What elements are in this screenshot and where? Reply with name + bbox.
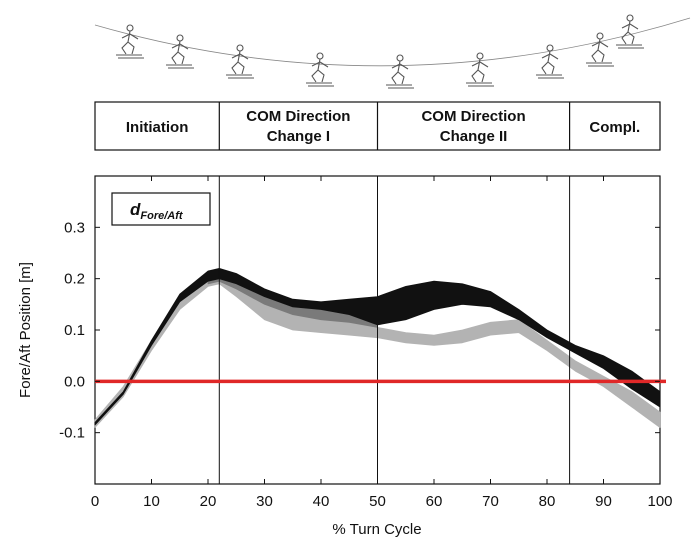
y-tick-label: 0.1 [64, 322, 85, 339]
y-tick-label: -0.1 [59, 425, 85, 442]
plot-area: 0 10 20 30 40 50 60 70 80 90 100 -0.10.00.10.20.3 … [17, 175, 673, 538]
annotation-label: dFore/Aft [130, 200, 184, 222]
x-axis-label: % Turn Cycle [332, 521, 421, 538]
annotation-box [111, 192, 211, 226]
skier-figure-1 [116, 24, 144, 59]
phase-label-1-line-1: Initiation [126, 119, 189, 136]
x-axis-ticks: 0 10 20 30 40 50 60 70 80 90 100 [91, 176, 673, 510]
x-tick-label: 10 [143, 493, 160, 510]
annotation-main: d [130, 200, 141, 219]
x-tick-label: 80 [539, 493, 556, 510]
x-tick-label: 50 [369, 493, 386, 510]
skier-figure-6 [466, 52, 494, 87]
y-tick-label: 0.2 [64, 271, 85, 288]
x-tick-label: 90 [595, 493, 612, 510]
y-tick-label: 0.3 [64, 219, 85, 236]
phase-label-4-line-1: Compl. [589, 119, 640, 136]
x-tick-label: 70 [482, 493, 499, 510]
skier-figure-3 [226, 44, 254, 79]
x-tick-label: 40 [313, 493, 330, 510]
phase-label-2-line-2: Change I [267, 128, 330, 145]
x-tick-label: 30 [256, 493, 273, 510]
skier-figure-7 [536, 44, 564, 79]
skier-figure-2 [166, 34, 194, 69]
skier-figure-4 [306, 52, 334, 87]
y-tick-label: 0.0 [64, 373, 85, 390]
x-tick-label: 100 [647, 493, 672, 510]
annotation-subscript: Fore/Aft [140, 210, 184, 222]
phase-table: Initiation COM Direction Change I COM Direc… [94, 101, 661, 151]
y-axis-label: Fore/Aft Position [m] [17, 262, 34, 398]
y-axis-ticks: -0.1 0.0 0.1 0.2 0.3 [59, 219, 660, 442]
skier-figure-8 [586, 32, 614, 67]
phase-label-2-line-1: COM Direction [246, 108, 350, 125]
phase-label-3-line-2: Change II [440, 128, 508, 145]
skier-figure-9 [616, 14, 644, 49]
phase-label-3-line-1: COM Direction [421, 108, 525, 125]
x-tick-label: 0 [91, 493, 99, 510]
x-tick-label: 60 [426, 493, 443, 510]
phase-boundary-lines [218, 176, 571, 484]
skier-figure-5 [386, 54, 414, 89]
x-tick-label: 20 [200, 493, 217, 510]
skier-sequence-illustration [94, 14, 691, 89]
